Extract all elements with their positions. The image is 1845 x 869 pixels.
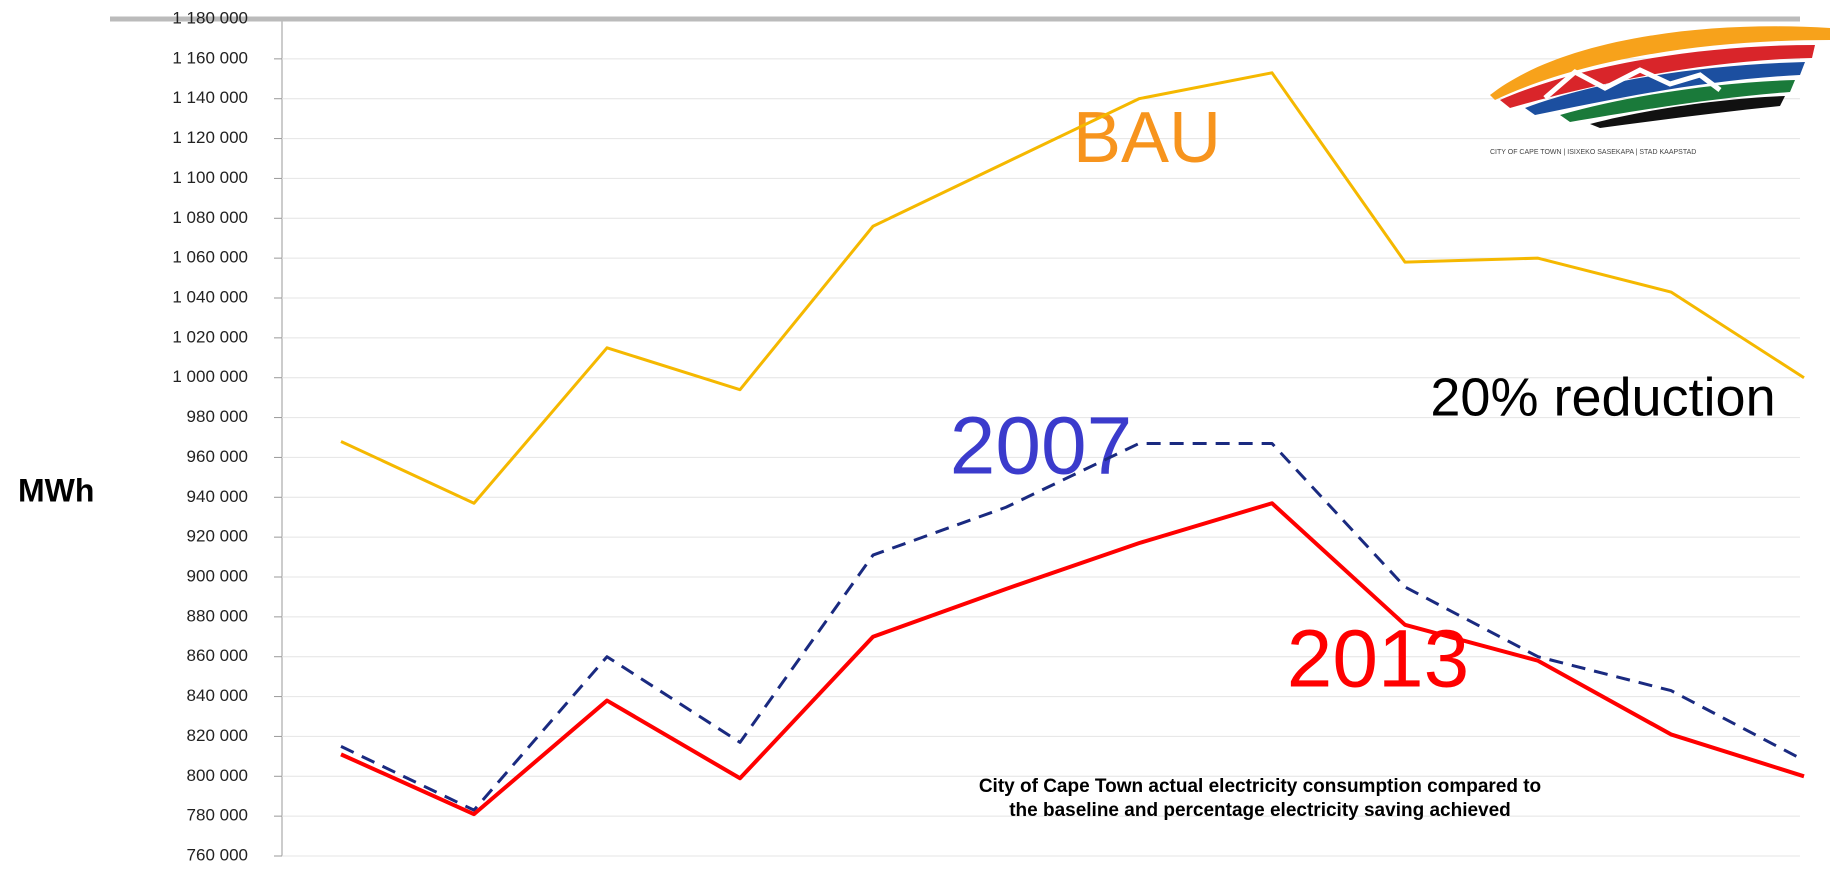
annotation: 2007 xyxy=(950,401,1132,492)
y-tick-label: 760 000 xyxy=(187,845,248,864)
y-tick-label: 1 100 000 xyxy=(172,168,248,187)
y-tick-label: 780 000 xyxy=(187,806,248,825)
y-tick-label: 1 160 000 xyxy=(172,48,248,67)
logo: CITY OF CAPE TOWN | ISIXEKO SASEKAPA | S… xyxy=(1490,26,1830,156)
annotation: 20% reduction xyxy=(1430,367,1775,427)
y-tick-label: 1 000 000 xyxy=(172,367,248,386)
y-tick-label: 860 000 xyxy=(187,646,248,665)
y-tick-label: 1 060 000 xyxy=(172,248,248,267)
series-line xyxy=(340,501,1805,817)
series-line xyxy=(340,441,1805,812)
y-tick-label: 1 140 000 xyxy=(172,88,248,107)
y-tick-label: 900 000 xyxy=(187,566,248,585)
y-tick-label: 1 080 000 xyxy=(172,208,248,227)
y-tick-label: 980 000 xyxy=(187,407,248,426)
y-tick-label: 840 000 xyxy=(187,686,248,705)
y-tick-label: 920 000 xyxy=(187,527,248,546)
y-tick-label: 940 000 xyxy=(187,487,248,506)
series-line xyxy=(340,71,1805,505)
y-tick-label: 1 020 000 xyxy=(172,327,248,346)
y-axis-label: MWh xyxy=(18,472,94,508)
annotation: BAU xyxy=(1073,98,1221,178)
y-tick-label: 960 000 xyxy=(187,447,248,466)
y-tick-label: 1 180 000 xyxy=(172,8,248,27)
y-tick-label: 800 000 xyxy=(187,766,248,785)
annotation: 2013 xyxy=(1287,614,1469,705)
y-tick-label: 880 000 xyxy=(187,606,248,625)
caption: City of Cape Town actual electricity con… xyxy=(979,776,1541,797)
y-tick-label: 1 040 000 xyxy=(172,287,248,306)
logo-text: CITY OF CAPE TOWN | ISIXEKO SASEKAPA | S… xyxy=(1490,149,1696,156)
y-tick-label: 820 000 xyxy=(187,726,248,745)
y-tick-label: 1 120 000 xyxy=(172,128,248,147)
caption: the baseline and percentage electricity … xyxy=(1009,800,1511,821)
